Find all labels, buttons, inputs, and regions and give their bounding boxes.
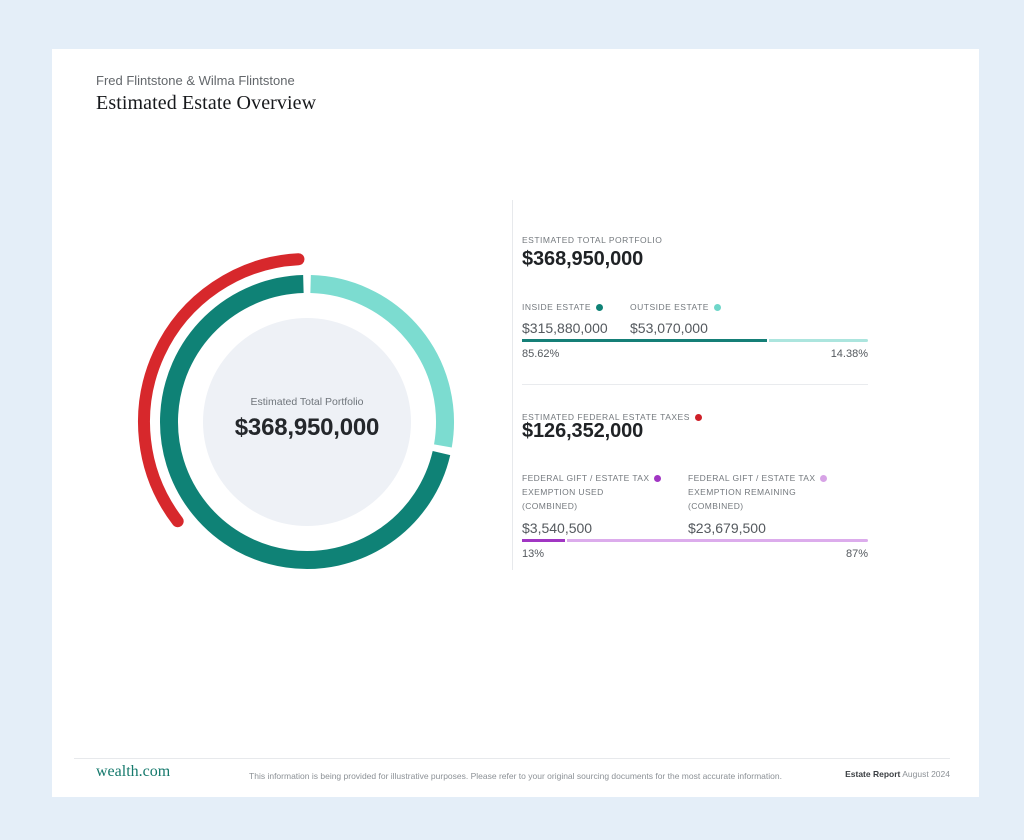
exemption-used-label: FEDERAL GIFT / ESTATE TAX EXEMPTION USED… (522, 471, 682, 513)
report-name: Estate Report (845, 769, 901, 779)
report-card: Fred Flintstone & Wilma Flintstone Estim… (52, 49, 979, 797)
exemption-remaining-line2: EXEMPTION REMAINING (688, 487, 797, 497)
outside-estate-column: OUTSIDE ESTATE $53,070,000 (630, 297, 721, 336)
section-divider (522, 384, 868, 385)
federal-taxes-value: $126,352,000 (522, 420, 644, 442)
page-title: Estimated Estate Overview (96, 92, 317, 114)
exemption-used-line2: EXEMPTION USED (522, 487, 604, 497)
exemption-used-dot-icon (654, 475, 662, 482)
inside-estate-dot-icon (596, 304, 604, 311)
outside-estate-value: $53,070,000 (630, 320, 708, 336)
total-portfolio-label: ESTIMATED TOTAL PORTFOLIO (522, 235, 663, 245)
federal-taxes-row: ESTIMATED FEDERAL ESTATE TAXES (522, 407, 702, 425)
exemption-split-bar-fill (522, 539, 567, 542)
inside-estate-value: $315,880,000 (522, 320, 608, 336)
donut-svg (138, 253, 454, 569)
exemption-used-line3: (COMBINED) (522, 501, 578, 511)
federal-taxes-label: ESTIMATED FEDERAL ESTATE TAXES (522, 412, 690, 422)
estate-split-bar-fill (522, 339, 770, 342)
donut-center-label: Estimated Total Portfolio (250, 395, 364, 408)
footer-divider (74, 758, 950, 759)
estate-split-bar (522, 339, 868, 342)
exemption-remaining-label: FEDERAL GIFT / ESTATE TAX EXEMPTION REMA… (688, 471, 868, 513)
footer-report-label: Estate Report August 2024 (845, 769, 950, 779)
exemption-used-percent: 13% (522, 548, 545, 560)
footer-disclaimer: This information is being provided for i… (249, 771, 782, 781)
report-header: Fred Flintstone & Wilma Flintstone Estim… (96, 73, 316, 115)
vertical-divider (512, 200, 513, 570)
exemption-remaining-dot-icon (820, 475, 828, 482)
inside-estate-percent: 85.62% (522, 348, 560, 360)
exemption-remaining-line3: (COMBINED) (688, 501, 744, 511)
donut-center-value: $368,950,000 (234, 413, 380, 441)
exemption-split-bar (522, 539, 868, 542)
exemption-used-value: $3,540,500 (522, 520, 593, 536)
exemption-remaining-column: FEDERAL GIFT / ESTATE TAX EXEMPTION REMA… (688, 471, 868, 536)
estate-donut-chart: Estimated Total Portfolio $368,950,000 (127, 242, 487, 602)
report-date: August 2024 (900, 769, 950, 779)
exemption-used-line1: FEDERAL GIFT / ESTATE TAX (522, 473, 650, 483)
exemption-remaining-percent: 87% (845, 548, 868, 560)
outside-estate-percent: 14.38% (830, 348, 868, 360)
exemption-remaining-value: $23,679,500 (688, 520, 766, 536)
outside-estate-label: OUTSIDE ESTATE (630, 302, 709, 312)
donut-center-text: Estimated Total Portfolio $368,950,000 (197, 396, 417, 442)
exemption-used-column: FEDERAL GIFT / ESTATE TAX EXEMPTION USED… (522, 471, 682, 536)
inside-estate-label: INSIDE ESTATE (522, 302, 592, 312)
federal-taxes-dot-icon (694, 414, 702, 421)
exemption-remaining-line1: FEDERAL GIFT / ESTATE TAX (688, 473, 816, 483)
wealth-logo: wealth.com (96, 763, 171, 780)
total-portfolio-value: $368,950,000 (522, 248, 644, 270)
inside-estate-column: INSIDE ESTATE $315,880,000 (522, 297, 608, 336)
estate-split-percents: 85.62% 14.38% (522, 348, 868, 360)
client-names: Fred Flintstone & Wilma Flintstone (96, 73, 295, 88)
outside-estate-dot-icon (713, 304, 721, 311)
exemption-split-percents: 13% 87% (522, 548, 868, 560)
